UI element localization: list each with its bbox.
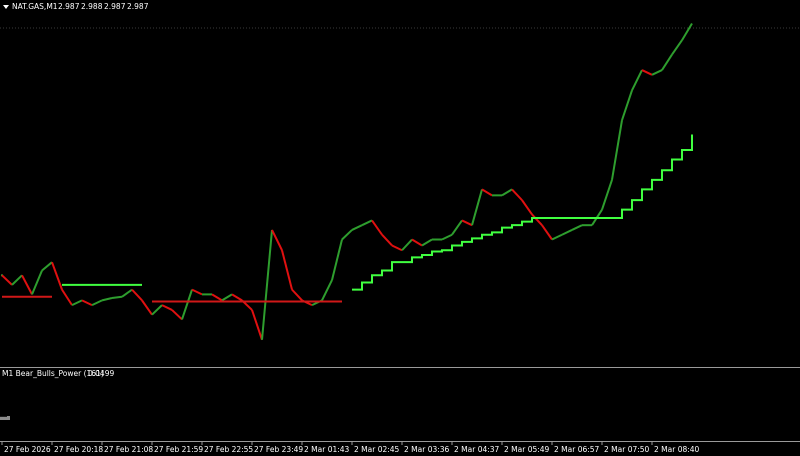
price-segment bbox=[331, 239, 343, 281]
indicator-pane bbox=[0, 416, 10, 420]
price-segment bbox=[111, 295, 123, 299]
time-axis: 27 Feb 2026 27 Feb 20:18 27 Feb 21:08 27 Fe… bbox=[1, 441, 700, 454]
price-segment bbox=[251, 309, 263, 341]
price-segment bbox=[411, 238, 423, 247]
price-segment bbox=[21, 274, 33, 295]
price-segment bbox=[181, 289, 193, 320]
price-segment bbox=[221, 293, 233, 302]
indicator-bar bbox=[0, 416, 7, 420]
price-segment bbox=[211, 293, 223, 302]
price-segment bbox=[151, 304, 163, 316]
price-segment bbox=[261, 229, 273, 340]
price-segment bbox=[141, 299, 153, 316]
x-tick-label: 2 Mar 08:40 bbox=[654, 445, 700, 454]
price-segment bbox=[441, 233, 453, 241]
price-segment bbox=[121, 288, 133, 298]
price-segment bbox=[131, 288, 143, 302]
indicator-value: 0.0499 bbox=[88, 369, 114, 378]
x-tick-label: 2 Mar 01:43 bbox=[304, 445, 350, 454]
price-segment bbox=[521, 199, 533, 216]
x-tick-label: 27 Feb 20:18 bbox=[54, 445, 103, 454]
price-segment bbox=[31, 270, 43, 295]
x-tick-label: 2 Mar 05:49 bbox=[504, 445, 550, 454]
x-tick-label: 27 Feb 21:59 bbox=[154, 445, 203, 454]
price-segment bbox=[501, 188, 513, 197]
price-segment bbox=[481, 188, 493, 197]
price-segment bbox=[71, 299, 83, 307]
price-segment bbox=[351, 224, 363, 231]
price-segment bbox=[321, 279, 333, 301]
price-segment bbox=[161, 304, 173, 311]
price-segment bbox=[461, 219, 473, 227]
price-segment bbox=[401, 238, 413, 251]
ohlc-value: 2.988 bbox=[81, 2, 103, 11]
price-segment bbox=[611, 120, 623, 181]
x-tick-label: 2 Mar 03:36 bbox=[404, 445, 450, 454]
price-segment bbox=[281, 250, 293, 290]
x-tick-label: 2 Mar 06:57 bbox=[554, 445, 600, 454]
ohlc-value: 2.987 bbox=[127, 2, 149, 11]
price-segment bbox=[271, 229, 283, 251]
price-segment bbox=[81, 299, 93, 307]
price-segment bbox=[381, 234, 393, 247]
x-tick-label: 27 Feb 22:55 bbox=[204, 445, 253, 454]
price-segment bbox=[661, 53, 673, 71]
x-tick-label: 2 Mar 07:50 bbox=[604, 445, 650, 454]
price-segment bbox=[681, 22, 693, 41]
x-tick-label: 27 Feb 21:08 bbox=[104, 445, 153, 454]
price-segment bbox=[371, 219, 383, 236]
indicator-title: M1 Bear_Bulls_Power (161) bbox=[2, 369, 104, 378]
price-segment bbox=[191, 288, 203, 296]
price-segment bbox=[511, 188, 523, 201]
price-segment bbox=[551, 233, 563, 241]
price-segment bbox=[621, 90, 633, 121]
price-segment bbox=[571, 224, 583, 231]
x-tick-label: 2 Mar 02:45 bbox=[354, 445, 400, 454]
price-segment bbox=[291, 288, 303, 302]
price-segment bbox=[421, 238, 433, 247]
price-segment bbox=[1, 274, 13, 286]
price-segment bbox=[61, 289, 73, 306]
price-segment bbox=[631, 69, 643, 91]
price-segment bbox=[171, 309, 183, 321]
price-segment bbox=[651, 69, 663, 76]
price-segment bbox=[391, 244, 403, 252]
ohlc-value: 2.987 bbox=[104, 2, 126, 11]
price-segment bbox=[11, 274, 23, 286]
indicator-bar bbox=[7, 416, 10, 420]
x-tick-label: 2 Mar 04:37 bbox=[454, 445, 500, 454]
price-segment bbox=[101, 297, 113, 302]
price-segment bbox=[471, 189, 483, 226]
price-segment bbox=[51, 261, 63, 290]
price-segment bbox=[41, 261, 53, 272]
price-segment bbox=[541, 224, 553, 241]
price-segment bbox=[561, 229, 573, 236]
ohlc-value: 2.987 bbox=[58, 2, 80, 11]
price-segment bbox=[91, 299, 103, 307]
price-segment bbox=[641, 69, 653, 76]
price-segment bbox=[531, 213, 543, 226]
price-segment bbox=[601, 179, 613, 210]
price-segment bbox=[361, 219, 373, 227]
price-segment bbox=[231, 293, 243, 302]
trend-line bbox=[352, 134, 693, 291]
x-tick-label: 27 Feb 2026 bbox=[4, 445, 51, 454]
menu-triangle[interactable] bbox=[3, 5, 9, 9]
x-tick-label: 27 Feb 23:49 bbox=[254, 445, 303, 454]
price-segment bbox=[341, 229, 353, 241]
price-segment bbox=[451, 219, 463, 236]
price-segment bbox=[671, 39, 683, 56]
symbol-title: NAT.GAS,M1 bbox=[12, 2, 58, 11]
price-pane bbox=[1, 22, 693, 341]
